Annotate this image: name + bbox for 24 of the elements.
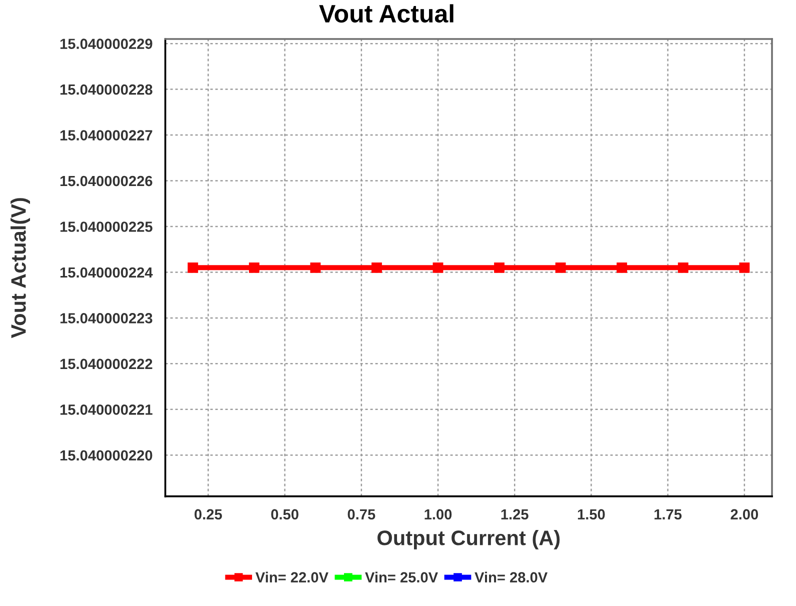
y-tick-label: 15.040000229 [60,38,152,49]
chart-title: Vout Actual [319,4,454,23]
legend-label: Vin= 22.0V [255,572,328,582]
x-tick-label: 1.50 [578,509,605,520]
legend-label: Vin= 28.0V [474,572,548,582]
x-tick-label: 1.00 [424,509,452,520]
x-tick-label: 1.75 [654,509,682,520]
y-tick-label: 15.040000224 [60,267,153,278]
y-tick-label: 15.040000227 [60,130,152,140]
y-tick-label: 15.040000223 [60,313,152,324]
y-tick-label: 15.040000222 [60,358,152,370]
y-tick-label: 15.040000225 [60,222,152,232]
legend-label: Vin= 25.0V [365,572,438,582]
x-tick-label: 1.25 [501,509,528,520]
y-tick-label: 15.040000228 [60,84,152,95]
x-tick-label: 0.75 [348,509,376,520]
y-axis-title: Vout Actual(V) [10,198,30,338]
x-axis-title: Output Current (A) [378,530,560,550]
x-tick-label: 0.50 [271,509,298,520]
x-tick-label: 2.00 [730,509,758,520]
y-tick-label: 15.040000221 [60,404,152,415]
y-tick-label: 15.040000226 [60,176,152,186]
x-tick-label: 0.25 [194,509,222,520]
y-tick-label: 15.040000220 [60,450,152,461]
